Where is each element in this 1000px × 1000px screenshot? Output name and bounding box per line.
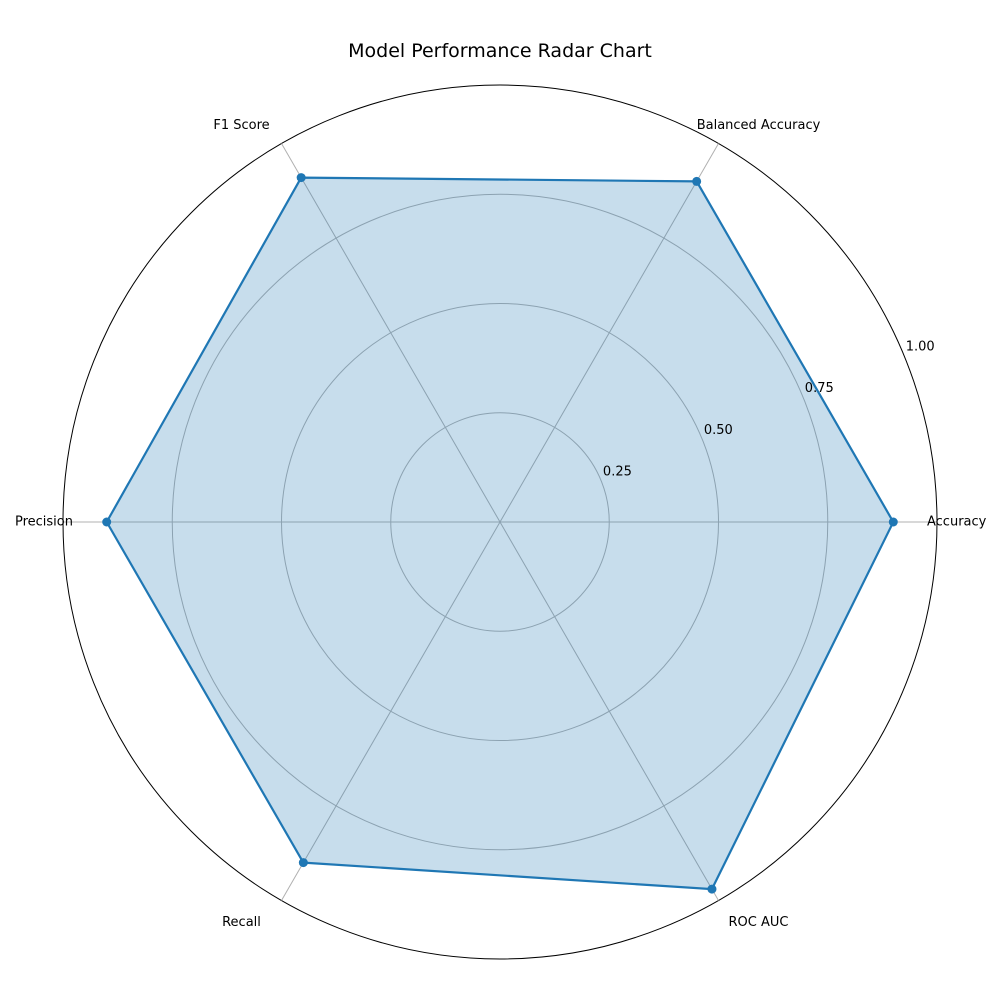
- chart-title: Model Performance Radar Chart: [348, 40, 652, 62]
- r-tick-label: 0.25: [603, 465, 632, 480]
- r-tick-label: 0.50: [704, 423, 733, 438]
- data-point: [692, 176, 702, 186]
- category-label: F1 Score: [213, 118, 269, 133]
- data-point: [102, 517, 112, 527]
- category-label: Recall: [222, 915, 261, 930]
- data-point: [296, 173, 306, 183]
- spoke-line: [281, 143, 501, 523]
- data-point: [888, 517, 898, 527]
- category-label: ROC AUC: [729, 915, 789, 930]
- series-layer: [102, 173, 898, 894]
- r-tick-label: 0.75: [805, 381, 834, 396]
- spoke-line: [281, 521, 501, 901]
- spoke-line: [499, 143, 719, 523]
- category-label: Accuracy: [927, 515, 987, 530]
- label-layer: 0.25 0.50 0.75 1.00 Accuracy Balanced Accurac…: [15, 118, 987, 930]
- series-area-fill: [106, 177, 894, 890]
- category-label: Precision: [15, 515, 73, 530]
- r-tick-label: 1.00: [906, 339, 935, 354]
- data-point: [707, 884, 717, 894]
- data-point: [298, 858, 308, 868]
- spoke-line: [499, 521, 719, 901]
- grid-layer: [62, 84, 938, 960]
- category-label: Balanced Accuracy: [697, 118, 821, 133]
